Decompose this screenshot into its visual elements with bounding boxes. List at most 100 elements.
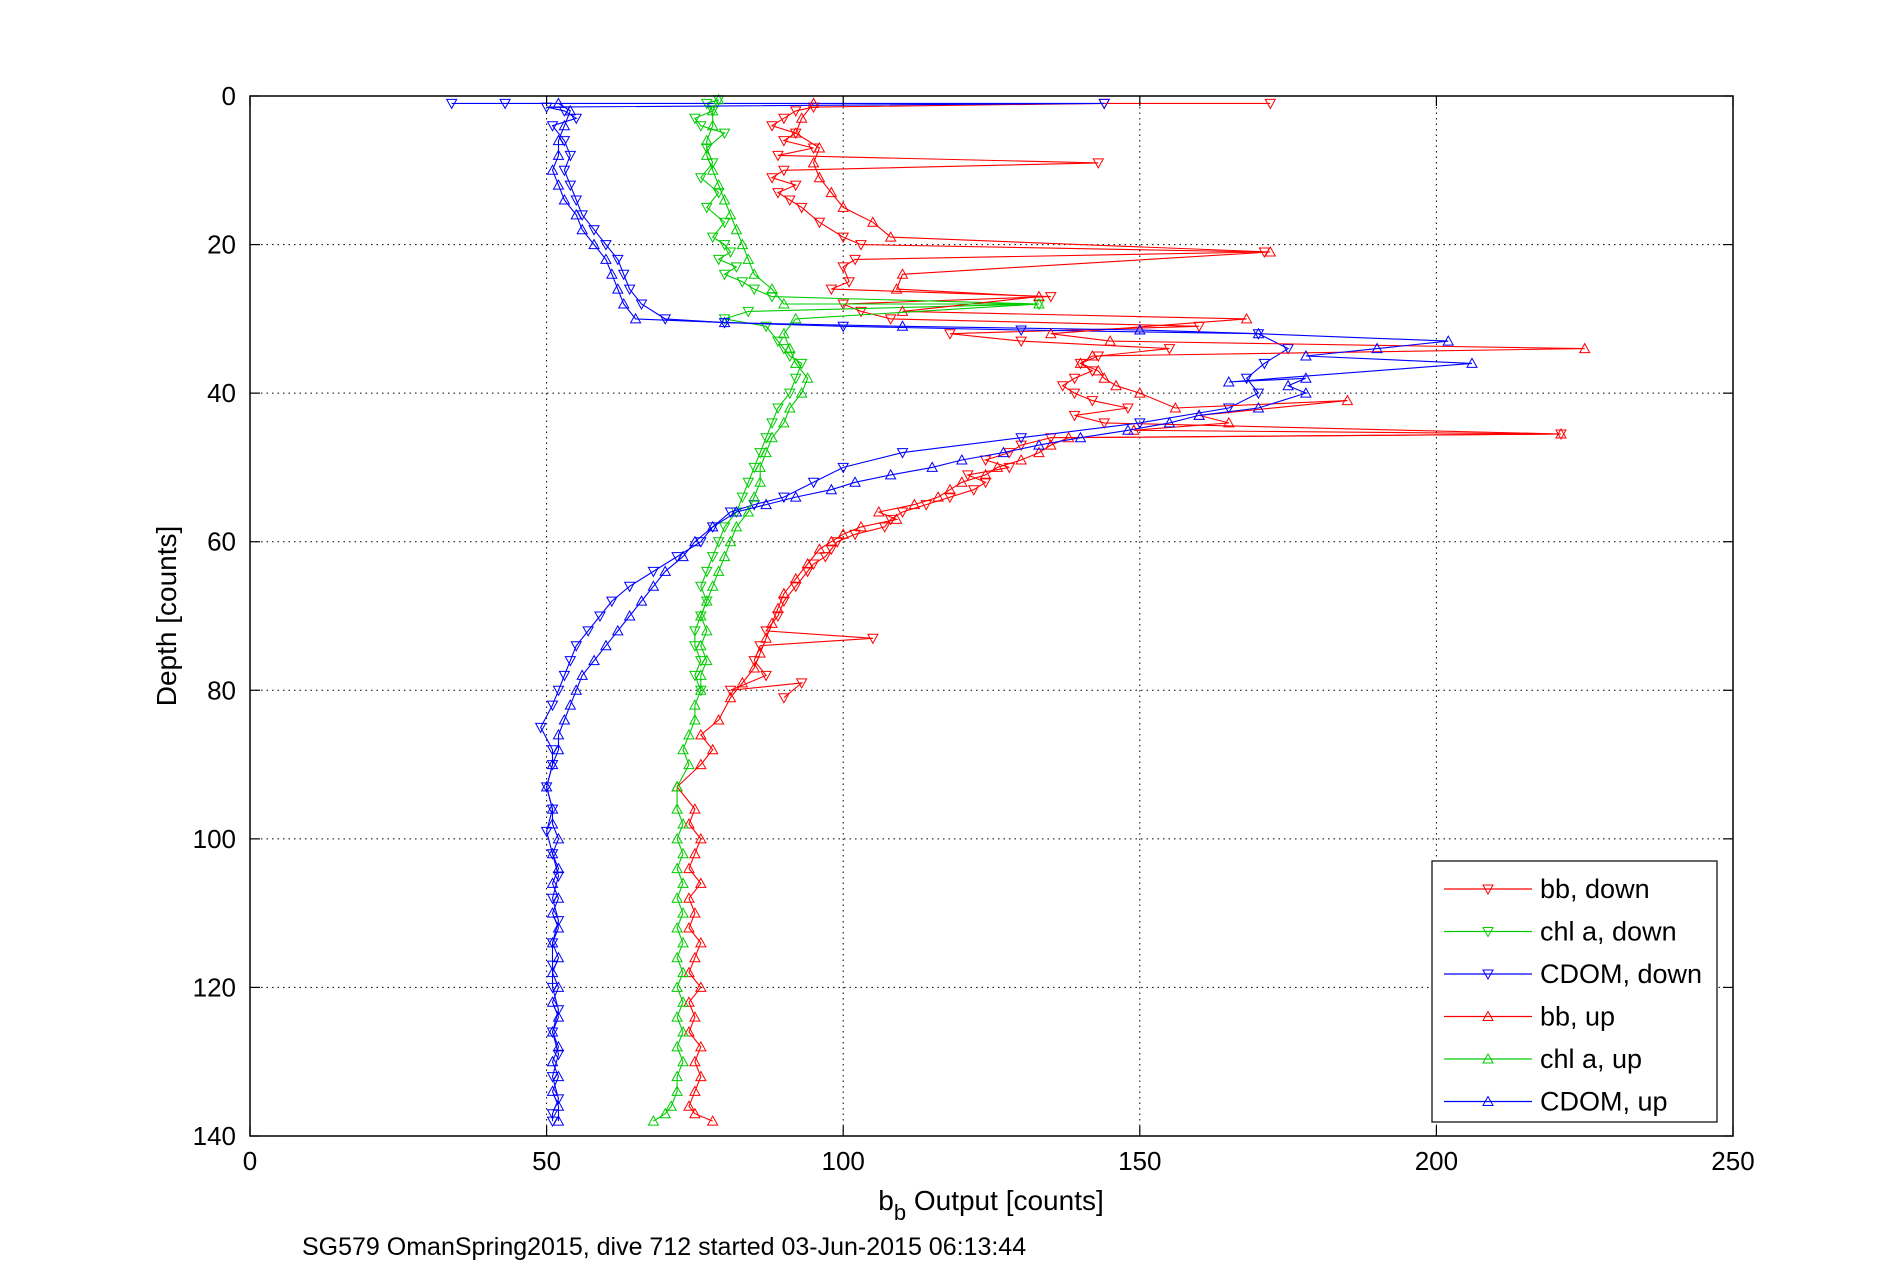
data-point: [552, 981, 565, 992]
legend-item: chl a, down: [1444, 917, 1677, 947]
data-point: [611, 283, 624, 294]
x-tick-label: 0: [243, 1146, 257, 1176]
data-point: [570, 195, 583, 207]
data-point: [1092, 364, 1105, 376]
legend-swatch-marker: [1482, 1095, 1494, 1106]
data-point: [611, 254, 624, 266]
data-point: [677, 847, 689, 859]
data-point: [760, 321, 772, 333]
data-point: [694, 758, 707, 770]
data-point: [1133, 387, 1146, 398]
data-point: [1033, 297, 1045, 309]
data-point: [635, 595, 648, 606]
data-point: [944, 329, 956, 340]
data-point: [552, 1049, 565, 1061]
data-point: [748, 268, 761, 279]
data-point: [1068, 373, 1081, 385]
data-point: [1222, 375, 1235, 387]
data-point: [1578, 342, 1591, 354]
data-point: [546, 877, 559, 888]
data-point: [623, 609, 636, 621]
data-point: [736, 492, 749, 504]
data-point: [689, 847, 701, 859]
data-point: [1122, 403, 1134, 415]
data-point: [683, 892, 695, 903]
data-point: [1098, 418, 1111, 429]
data-point: [884, 468, 897, 480]
data-point: [813, 171, 826, 183]
data-point: [766, 283, 778, 294]
data-point: [1015, 453, 1028, 465]
data-point: [718, 316, 731, 328]
data-point: [778, 492, 790, 504]
data-point: [1015, 433, 1028, 444]
data-point: [760, 498, 772, 510]
data-point: [778, 297, 790, 309]
data-point: [801, 557, 814, 569]
legend-swatch-marker: [1482, 1052, 1494, 1064]
data-point: [617, 269, 630, 281]
y-tick-label: 100: [193, 824, 236, 854]
series-5: [540, 97, 1478, 1126]
data-point: [564, 150, 577, 162]
legend-swatch-marker: [1482, 884, 1494, 896]
data-point: [890, 513, 903, 524]
data-point: [825, 544, 838, 556]
data-point: [801, 372, 814, 383]
data-point: [594, 611, 606, 623]
data-point: [849, 476, 861, 487]
data-point: [689, 1011, 701, 1022]
y-tick-label: 20: [207, 230, 236, 260]
data-point: [694, 609, 707, 621]
data-point: [1258, 358, 1271, 370]
data-point: [1062, 431, 1075, 443]
data-point: [813, 217, 826, 229]
data-point: [766, 617, 778, 628]
data-point: [807, 477, 820, 489]
data-point: [546, 803, 559, 814]
data-point: [570, 113, 583, 125]
x-tick-label: 100: [822, 1146, 865, 1176]
data-point: [1371, 342, 1383, 354]
data-point: [979, 477, 992, 489]
data-point: [878, 522, 891, 533]
data-point: [795, 112, 808, 123]
data-point: [635, 299, 648, 311]
data-point: [1282, 344, 1294, 355]
legend-swatch-marker: [1482, 969, 1494, 981]
legend-swatch-marker: [1482, 927, 1494, 938]
data-point: [546, 966, 559, 978]
data-point: [1104, 335, 1116, 346]
series-line: [730, 102, 1562, 699]
y-tick-label: 120: [193, 972, 236, 1002]
data-point: [552, 951, 565, 963]
data-point: [706, 580, 719, 591]
data-point: [671, 921, 683, 933]
data-point: [1300, 372, 1312, 383]
data-point: [718, 193, 731, 205]
data-point: [546, 936, 559, 948]
data-point: [1341, 394, 1354, 406]
data-point: [546, 847, 559, 859]
data-point: [789, 312, 802, 324]
data-point: [748, 284, 761, 296]
data-point: [576, 669, 589, 680]
data-point: [789, 180, 802, 192]
data-point: [795, 678, 808, 689]
data-point: [736, 277, 749, 288]
data-point: [677, 550, 689, 562]
data-point: [689, 113, 701, 125]
data-point: [724, 691, 737, 703]
data-point: [736, 676, 749, 688]
y-tick-label: 0: [222, 81, 236, 111]
data-point: [629, 312, 642, 324]
data-point: [724, 247, 737, 259]
data-point: [1044, 327, 1057, 339]
data-point: [1163, 344, 1176, 355]
data-point: [754, 461, 767, 472]
data-point: [1092, 158, 1105, 169]
data-point: [552, 179, 565, 190]
data-point: [552, 871, 565, 883]
data-point: [837, 201, 850, 212]
data-point: [724, 208, 737, 220]
